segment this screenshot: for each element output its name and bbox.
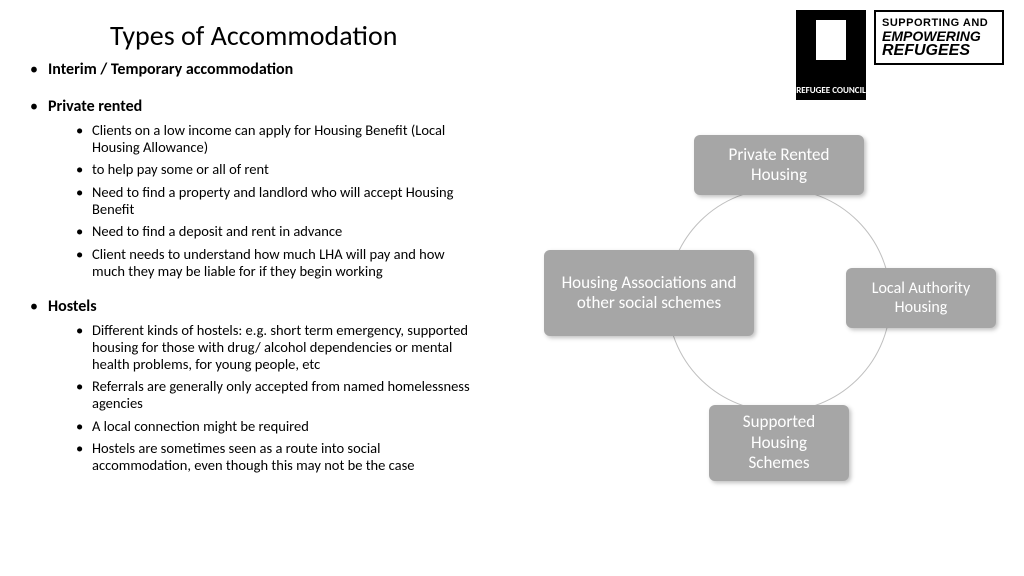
private-sublist: Clients on a low income can apply for Ho… [48,122,480,279]
logo2-line1: SUPPORTING AND [882,17,1002,29]
list-item: Hostels are sometimes seen as a route in… [76,440,480,473]
logo1-text: REFUGEE COUNCIL [796,86,866,96]
hostels-sublist: Different kinds of hostels: e.g. short t… [48,322,480,473]
refugee-council-logo: REFUGEE COUNCIL [796,10,866,100]
list-item: Referrals are generally only accepted fr… [76,378,480,411]
bullet-hostels-head: Hostels [48,297,97,316]
logo2-line2: EMPOWERING [882,29,1002,43]
slide-title: Types of Accommodation [110,18,397,53]
node-local-authority: Local Authority Housing [846,268,996,328]
bullet-interim-text: Interim / Temporary accommodation [48,60,293,79]
node-private-rented: Private Rented Housing [694,135,864,195]
logo2-line3: REFUGEES [882,43,1002,59]
supporting-refugees-logo: SUPPORTING AND EMPOWERING REFUGEES [874,10,1004,65]
content-column: Interim / Temporary accommodation Privat… [30,60,480,492]
cycle-diagram: Private Rented Housing Local Authority H… [554,130,984,530]
list-item: A local connection might be required [76,418,480,435]
list-item: Clients on a low income can apply for Ho… [76,122,480,155]
list-item: Need to find a deposit and rent in advan… [76,223,480,240]
list-item: to help pay some or all of rent [76,161,480,178]
bullet-interim: Interim / Temporary accommodation [30,60,480,79]
bullet-hostels: Hostels Different kinds of hostels: e.g.… [30,297,480,473]
list-item: Need to find a property and landlord who… [76,184,480,217]
bullet-private-head: Private rented [48,97,142,116]
logo-group: REFUGEE COUNCIL SUPPORTING AND EMPOWERIN… [796,10,1004,100]
list-item: Client needs to understand how much LHA … [76,246,480,279]
node-housing-associations: Housing Associations and other social sc… [544,250,754,336]
bullet-private: Private rented Clients on a low income c… [30,97,480,279]
list-item: Different kinds of hostels: e.g. short t… [76,322,480,372]
node-supported-housing: Supported Housing Schemes [709,405,849,481]
